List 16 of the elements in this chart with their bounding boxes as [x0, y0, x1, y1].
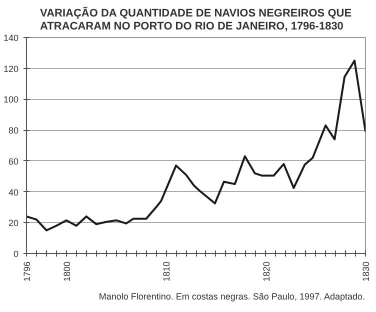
y-tick-label: 120	[3, 64, 19, 74]
y-tick-label: 100	[3, 94, 19, 105]
y-tick-label: 60	[8, 156, 19, 166]
x-tick-label: 1820	[261, 261, 272, 282]
chart-title: VARIAÇÃO DA QUANTIDADE DE NAVIOS NEGREIROS QUE ATRACARAM NO PORTO DO RIO DE JANEIRO, 1796-1830	[40, 6, 352, 32]
line-series	[26, 60, 366, 232]
x-tick-label: 1830	[361, 261, 371, 282]
y-tick-label: 20	[8, 218, 19, 228]
y-tick-label: 80	[8, 126, 19, 136]
x-tick-label: 1796	[22, 261, 32, 282]
y-tick-label: 0	[13, 249, 19, 259]
text: Manolo Florentino. Em costas negras. São Paulo, 1997. Adaptado.	[98, 292, 366, 302]
y-tick-label: 40	[8, 187, 19, 198]
x-tick-label: 1800	[62, 261, 72, 282]
x-tick-label: 1810	[162, 261, 172, 282]
y-tick-label: 140	[3, 33, 19, 43]
